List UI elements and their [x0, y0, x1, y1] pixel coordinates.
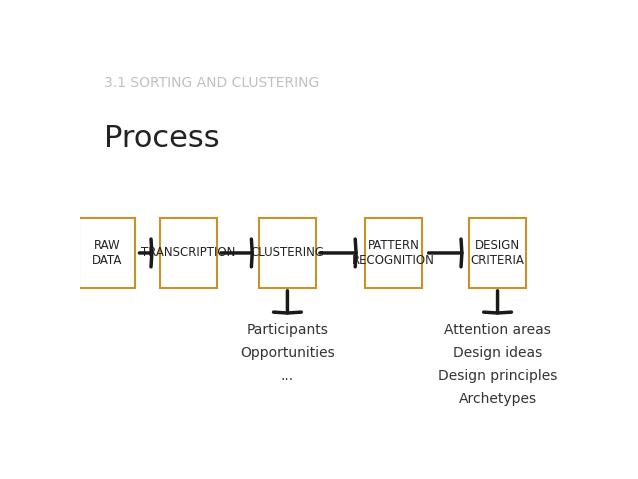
Text: Archetypes: Archetypes: [459, 392, 537, 406]
FancyBboxPatch shape: [259, 218, 316, 288]
Text: DESIGN
CRITERIA: DESIGN CRITERIA: [471, 239, 524, 267]
Text: Participants: Participants: [246, 323, 329, 337]
Text: ...: ...: [281, 369, 294, 383]
Text: Design principles: Design principles: [438, 369, 557, 383]
FancyBboxPatch shape: [160, 218, 217, 288]
Text: Process: Process: [105, 124, 220, 153]
Text: 3.1 SORTING AND CLUSTERING: 3.1 SORTING AND CLUSTERING: [105, 76, 320, 90]
FancyBboxPatch shape: [78, 218, 135, 288]
FancyBboxPatch shape: [366, 218, 422, 288]
Text: PATTERN
RECOGNITION: PATTERN RECOGNITION: [352, 239, 435, 267]
Text: Opportunities: Opportunities: [240, 346, 335, 360]
Text: Attention areas: Attention areas: [444, 323, 551, 337]
Text: TRANSCRIPTION: TRANSCRIPTION: [142, 247, 235, 260]
Text: CLUSTERING: CLUSTERING: [251, 247, 324, 260]
Text: Design ideas: Design ideas: [453, 346, 542, 360]
FancyBboxPatch shape: [469, 218, 526, 288]
Text: RAW
DATA: RAW DATA: [92, 239, 122, 267]
